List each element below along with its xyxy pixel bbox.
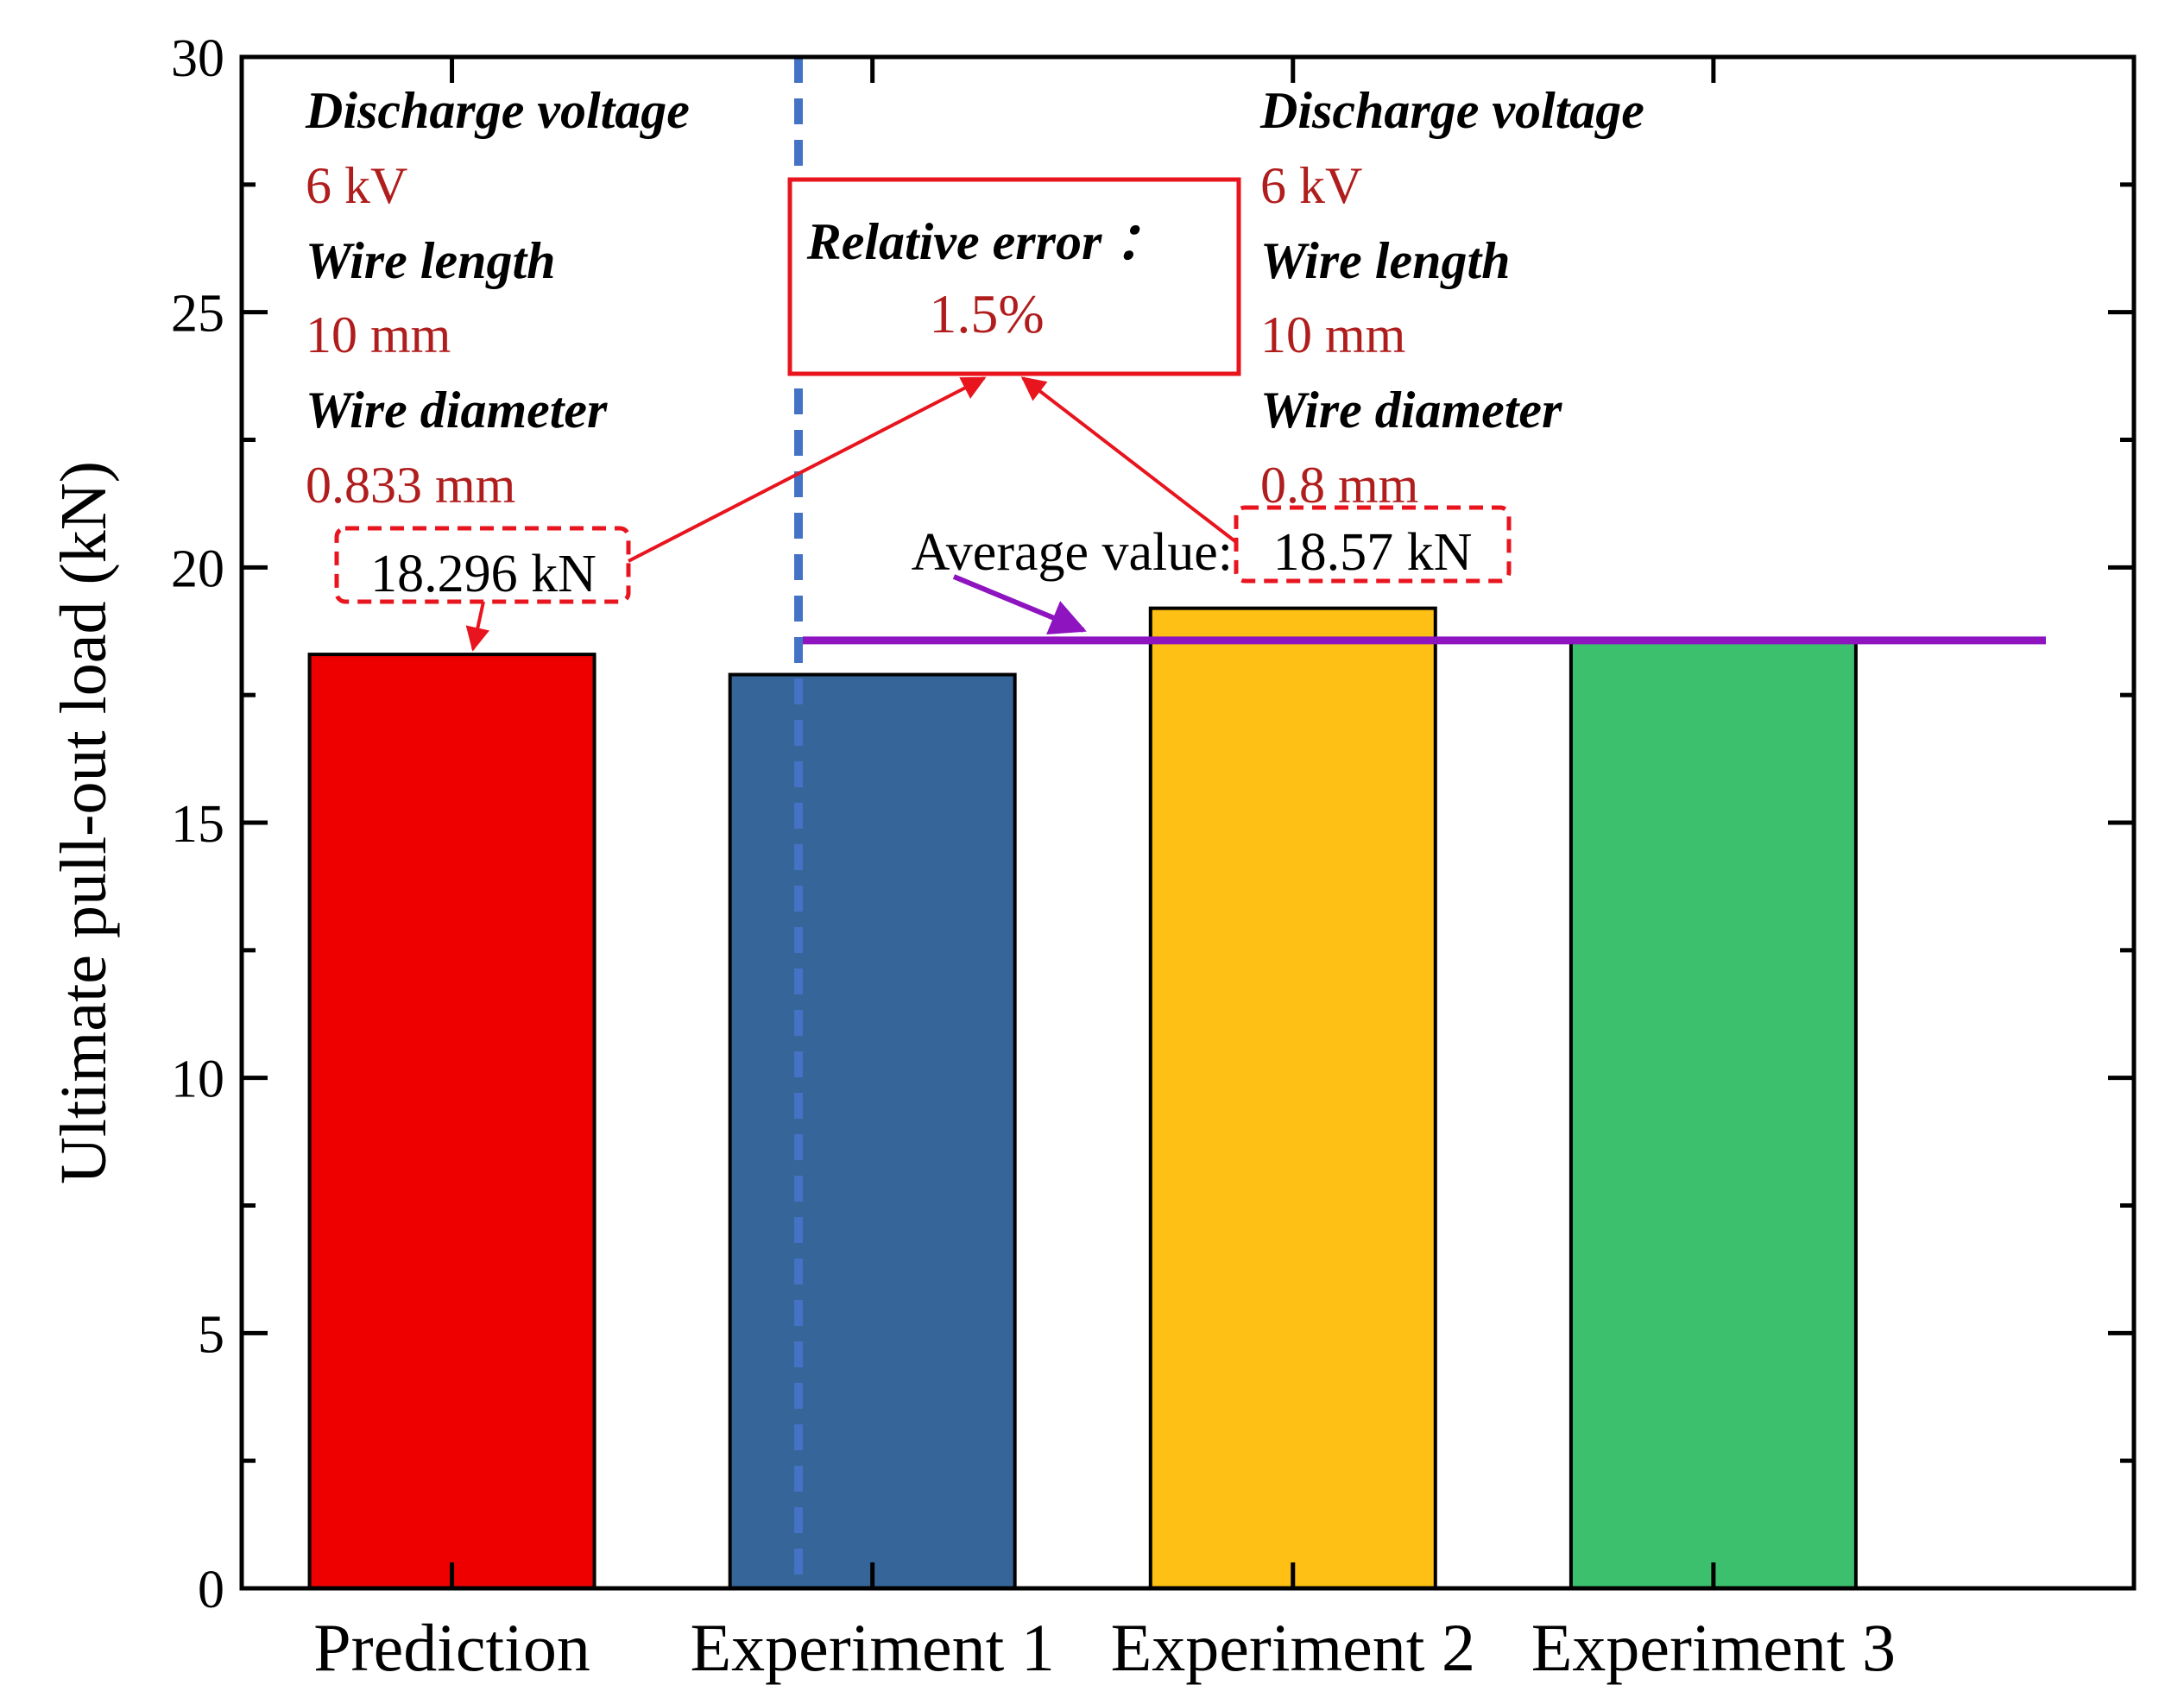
left-annotation: Discharge voltage 6 kV Wire length 10 mm… bbox=[305, 82, 690, 514]
y-tick-label: 10 bbox=[171, 1051, 224, 1109]
right-diameter-label: Wire diameter bbox=[1260, 382, 1562, 439]
right-diameter-value: 0.8 mm bbox=[1260, 457, 1418, 514]
average-value-number: 18.57 kN bbox=[1273, 523, 1473, 582]
y-tick-label: 0 bbox=[198, 1561, 224, 1619]
left-length-label: Wire length bbox=[306, 232, 555, 289]
prediction-label-arrow bbox=[465, 601, 490, 652]
left-diameter-value: 0.833 mm bbox=[306, 457, 515, 514]
y-tick-label: 25 bbox=[171, 285, 224, 344]
left-voltage-value: 6 kV bbox=[306, 157, 407, 214]
y-tick-label: 15 bbox=[171, 795, 224, 854]
average-value-label: Average value: bbox=[912, 523, 1233, 582]
x-category-label: Experiment 1 bbox=[690, 1610, 1054, 1685]
relative-error-box bbox=[787, 177, 1241, 376]
right-voltage-value: 6 kV bbox=[1260, 157, 1362, 214]
relative-error-label: Relative error ： bbox=[806, 213, 1167, 270]
right-annotation: Discharge voltage 6 kV Wire length 10 mm… bbox=[1259, 82, 1644, 514]
bar-prediction bbox=[307, 653, 596, 1590]
bars-group bbox=[307, 606, 1858, 1590]
relative-error-value: 1.5% bbox=[929, 283, 1044, 344]
average-line-arrow bbox=[952, 574, 1087, 634]
bar-experiment-3 bbox=[1569, 637, 1858, 1590]
average-value-box bbox=[1234, 505, 1512, 584]
y-axis-title: Ultimate pull-out load (kN) bbox=[47, 461, 120, 1184]
prediction-value-label: 18.296 kN bbox=[370, 545, 596, 603]
x-category-label: Experiment 3 bbox=[1531, 1610, 1896, 1685]
right-length-label: Wire length bbox=[1260, 232, 1510, 289]
bar-experiment-1 bbox=[728, 672, 1017, 1590]
y-tick-label: 20 bbox=[171, 540, 224, 598]
x-axis-ticks: Prediction Experiment 1 Experiment 2 Experi… bbox=[313, 57, 1896, 1685]
y-tick-label: 30 bbox=[171, 29, 224, 88]
y-tick-label: 5 bbox=[198, 1305, 224, 1364]
bar-experiment-2 bbox=[1148, 606, 1437, 1590]
left-diameter-label: Wire diameter bbox=[306, 382, 608, 439]
x-category-label: Experiment 2 bbox=[1111, 1610, 1475, 1685]
prediction-to-error-arrow bbox=[628, 376, 987, 563]
right-length-value: 10 mm bbox=[1260, 306, 1405, 363]
left-length-value: 10 mm bbox=[306, 306, 451, 363]
y-axis-ticks: 0 5 10 15 20 25 30 bbox=[171, 29, 2134, 1619]
average-to-error-arrow bbox=[1020, 376, 1238, 544]
right-voltage-label: Discharge voltage bbox=[1259, 82, 1644, 139]
left-voltage-label: Discharge voltage bbox=[305, 82, 690, 139]
x-category-label: Prediction bbox=[313, 1610, 590, 1685]
